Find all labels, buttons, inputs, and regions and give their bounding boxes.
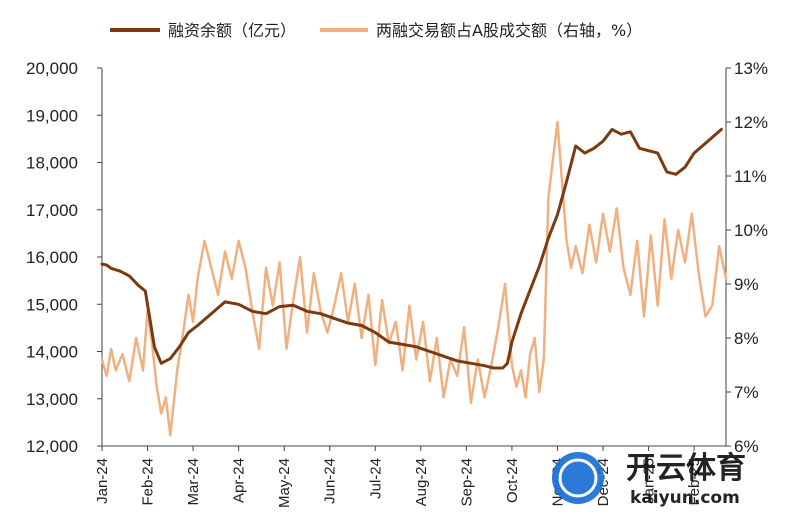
right-tick-label: 12% [734,113,768,132]
x-tick-label: Jan-25 [641,458,658,504]
x-tick-label: Mar-24 [185,458,202,506]
left-tick-label: 18,000 [26,154,78,173]
x-tick-label: Jul-24 [367,458,384,499]
soccer-ball-pattern-icon [558,458,598,498]
right-tick-label: 10% [734,221,768,240]
left-tick-label: 13,000 [26,390,78,409]
left-tick-label: 12,000 [26,437,78,456]
right-tick-label: 6% [734,437,759,456]
right-tick-label: 8% [734,329,759,348]
x-tick-label: Jun-24 [322,458,339,504]
left-axis-ticks: 12,000 13,000 14,000 15,000 16,000 17,000 18,0… [26,59,102,456]
left-tick-label: 16,000 [26,248,78,267]
x-tick-label: May-24 [276,458,293,508]
axes [101,68,727,447]
right-axis-ticks: 6% 7% 8% 9% 10% 11% 12% 13% [726,59,768,456]
legend-label-trading-share: 两融交易额占A股成交额（右轴，%） [376,21,642,40]
series-line-trading-share [100,120,728,437]
left-tick-label: 15,000 [26,295,78,314]
right-tick-label: 9% [734,275,759,294]
x-axis-ticks: Jan-24 Feb-24 Mar-24 Apr-24 May-24 Jun-24 Jul-… [94,446,703,508]
series-line-financing-balance [100,127,723,370]
right-tick-label: 11% [734,167,767,186]
watermark-brand-cn: 开云体育 [626,451,746,486]
watermark: 开云体育 kaiyun.com [552,451,746,508]
x-tick-label: Feb-25 [686,458,703,506]
x-tick-label: Jan-24 [94,458,111,504]
x-tick-label: Apr-24 [231,458,248,503]
right-tick-label: 13% [734,59,768,78]
x-tick-label: Aug-24 [413,458,430,506]
x-tick-label: Feb-24 [140,458,157,506]
x-tick-label: Sep-24 [458,458,475,506]
left-tick-label: 19,000 [26,106,78,125]
legend: 融资余额（亿元） 两融交易额占A股成交额（右轴，%） [110,21,642,40]
series-group [100,120,728,437]
legend-label-financing-balance: 融资余额（亿元） [168,21,296,40]
left-tick-label: 14,000 [26,343,78,362]
right-tick-label: 7% [734,383,759,402]
x-tick-label: Oct-24 [504,458,521,503]
left-tick-label: 17,000 [26,201,78,220]
left-tick-label: 20,000 [26,59,78,78]
watermark-brand-en: kaiyun.com [630,488,740,508]
